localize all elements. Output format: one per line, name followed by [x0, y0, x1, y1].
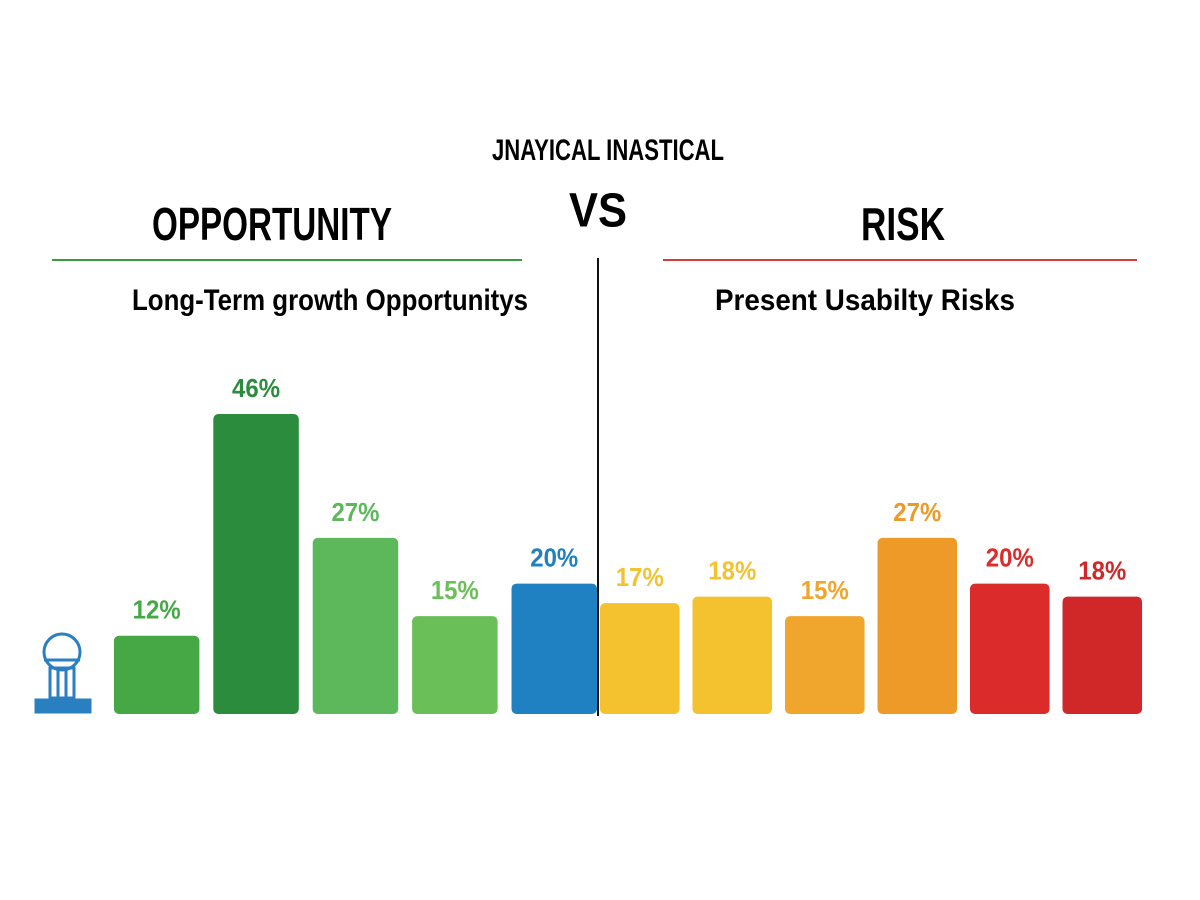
- bar: [213, 414, 299, 714]
- value-label: 27%: [331, 497, 379, 527]
- value-label: 17%: [616, 562, 664, 592]
- bar: [877, 537, 958, 714]
- bar: [692, 596, 773, 714]
- value-label: 18%: [1078, 555, 1126, 585]
- value-label: 15%: [431, 575, 479, 605]
- group-subtitle: Long-Term growth Opportunitys: [132, 284, 528, 317]
- bar: [785, 616, 865, 714]
- bar: [1062, 596, 1143, 714]
- value-label: 27%: [893, 497, 941, 527]
- group-heading: RISK: [861, 198, 945, 250]
- value-label: 20%: [986, 542, 1034, 572]
- bar: [312, 537, 399, 714]
- value-label: 12%: [133, 595, 181, 625]
- bar: [113, 635, 200, 714]
- value-label: 15%: [801, 575, 849, 605]
- bar: [970, 583, 1050, 714]
- value-label: 18%: [708, 555, 756, 585]
- group-heading: OPPORTUNITY: [152, 198, 392, 250]
- decor-icon: [34, 632, 92, 714]
- bar: [412, 616, 498, 714]
- value-label: 46%: [232, 373, 280, 403]
- group-subtitle: Present Usabilty Risks: [715, 284, 1015, 317]
- bar: [600, 603, 680, 714]
- vs-label: VS: [569, 185, 627, 238]
- bar: [511, 583, 597, 714]
- chart-title: JNAYICAL INASTICAL: [492, 134, 724, 167]
- value-label: 20%: [530, 542, 578, 572]
